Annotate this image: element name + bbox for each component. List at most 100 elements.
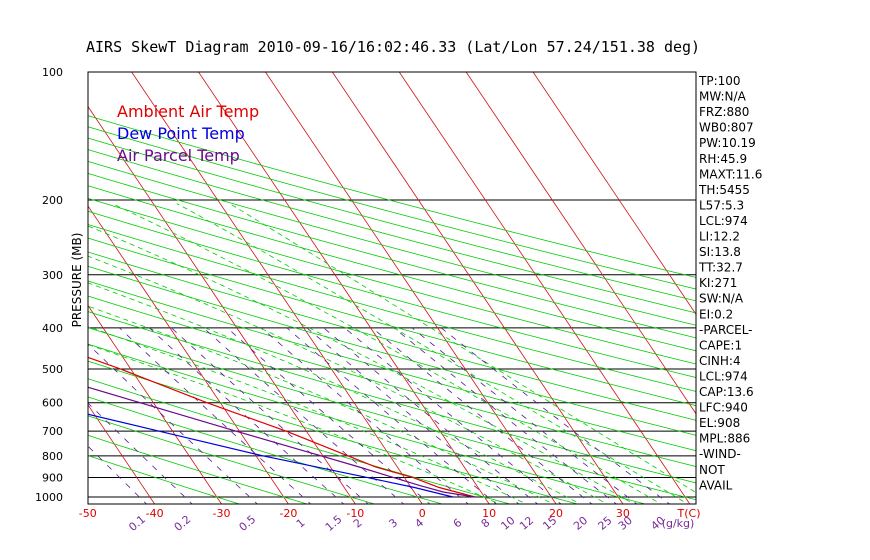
mixing-ratio-line: [440, 327, 671, 504]
moist-adiabat-line: [229, 203, 696, 494]
dry-adiabat-line: [88, 149, 696, 314]
bottom-temp-tick-label: -40: [146, 507, 164, 520]
dry-adiabat-line: [88, 197, 696, 365]
stat-line: RH:45.9: [699, 152, 747, 166]
isotherm-line: [331, 72, 624, 504]
dry-adiabat-line: [88, 295, 696, 468]
mixing-ratio-tick-label: 0.5: [237, 513, 259, 534]
pressure-tick-label: 800: [42, 450, 63, 463]
profile-air-parcel-temp: [88, 386, 476, 498]
mixing-ratio-line: [119, 327, 312, 504]
stat-line: PW:10.19: [699, 136, 756, 150]
mixing-ratio-line: [171, 327, 369, 504]
mixing-ratio-tick-label: 1.5: [323, 513, 345, 534]
bottom-temp-tick-label: 30: [616, 507, 630, 520]
mixing-ratio-line: [88, 343, 258, 504]
pressure-tick-label: 700: [42, 425, 63, 438]
axis-ticks: 1002003004005006007008009001000-120-110-…: [35, 66, 701, 534]
isotherm-line: [88, 304, 223, 504]
mixing-ratio-line: [323, 327, 539, 504]
temp-unit-label: T(C): [677, 507, 701, 520]
dry-adiabat-line: [88, 327, 696, 501]
moist-adiabat-line: [88, 326, 528, 504]
dry-adiabat-line: [88, 185, 696, 352]
moist-adiabat-line: [111, 203, 662, 504]
stat-line: LFC:940: [699, 401, 748, 415]
isotherm-line: [532, 72, 696, 315]
stat-line: EI:0.2: [699, 307, 733, 321]
bottom-temp-tick-label: 0: [419, 507, 426, 520]
isotherm-line: [198, 72, 490, 504]
pressure-tick-label: 600: [42, 397, 63, 410]
y-axis-label: PRESSURE (MB): [70, 233, 84, 328]
stat-line: -WIND-: [699, 447, 741, 461]
mixing-ratio-line: [203, 327, 405, 504]
mixing-ratio-line: [306, 327, 520, 504]
dry-adiabat-line: [88, 265, 696, 436]
dry-adiabat-line: [88, 415, 376, 504]
dry-adiabat-line: [88, 172, 696, 339]
stat-line: KI:271: [699, 276, 737, 290]
dry-adiabat-line: [88, 115, 696, 278]
bottom-temp-tick-label: -50: [79, 507, 97, 520]
mixing-ratio-tick-label: 6: [451, 516, 465, 530]
legend-entry: Dew Point Temp: [117, 124, 245, 143]
legend-entry: Ambient Air Temp: [117, 102, 259, 121]
mixing-ratio-tick-label: 0.2: [172, 513, 194, 534]
dry-adiabat-line: [88, 251, 696, 421]
mixing-ratio-tick-label: 20: [571, 514, 590, 533]
stat-line: NOT: [699, 463, 725, 477]
moist-adiabat-line: [88, 282, 582, 504]
isotherm-line: [264, 72, 557, 504]
moist-adiabat-line: [176, 203, 689, 504]
isotherm-line: [88, 105, 356, 504]
stat-line: CAPE:1: [699, 338, 742, 352]
mixing-ratio-tick-label: 25: [596, 514, 615, 533]
mixing-ratio-line: [149, 327, 345, 504]
mixing-ratio-line: [88, 445, 148, 504]
dry-adiabat-line: [88, 224, 696, 392]
dry-adiabat-line: [88, 137, 696, 302]
stat-line: TH:5455: [698, 183, 750, 197]
profile-lines: [88, 356, 476, 498]
plot-frame: [87, 71, 697, 505]
stat-line: MPL:886: [699, 432, 750, 446]
isotherm-line: [88, 205, 289, 504]
stat-line: MW:N/A: [699, 90, 747, 104]
stat-line: LI:12.2: [699, 230, 740, 244]
mixing-ratio-tick-label: 3: [386, 516, 400, 530]
profile-dew-point-temp: [88, 413, 454, 498]
dry-adiabat-line: [88, 396, 444, 504]
stat-line: MAXT:11.6: [699, 167, 762, 181]
isotherm-line: [131, 72, 423, 504]
stat-line: CAP:13.6: [699, 385, 754, 399]
dry-adiabat-line: [88, 343, 647, 504]
stat-line: SI:13.8: [699, 245, 741, 259]
stat-line: -PARCEL-: [699, 323, 753, 337]
pressure-tick-label: 200: [42, 194, 63, 207]
dry-adiabat-line: [88, 160, 696, 326]
pressure-tick-label: 100: [42, 66, 63, 79]
dry-adiabat-line: [88, 126, 696, 290]
stat-line: FRZ:880: [699, 105, 749, 119]
dry-adiabat-line: [88, 360, 579, 504]
mixing-ratio-line: [286, 327, 498, 504]
stat-line: EL:908: [699, 416, 740, 430]
pressure-tick-label: 900: [42, 472, 63, 485]
moist-adiabat-line: [88, 255, 609, 504]
legend: Ambient Air Temp Dew Point Temp Air Parcel…: [117, 102, 259, 165]
bottom-temp-tick-label: -30: [213, 507, 231, 520]
mixing-ratio-line: [261, 327, 469, 504]
stat-line: L57:5.3: [699, 198, 744, 212]
dry-adiabat-line: [88, 280, 696, 452]
chart-title: AIRS SkewT Diagram 2010-09-16/16:02:46.3…: [86, 38, 700, 56]
moist-adiabat-line: [88, 344, 501, 504]
mixing-ratio-unit-label: (g/kg): [662, 517, 695, 530]
mixing-ratio-tick-label: 10: [498, 514, 517, 533]
isotherm-line: [88, 404, 156, 504]
stat-line: AVAIL: [699, 478, 733, 492]
mixing-ratio-line: [344, 327, 562, 504]
stat-line: TP:100: [698, 74, 741, 88]
